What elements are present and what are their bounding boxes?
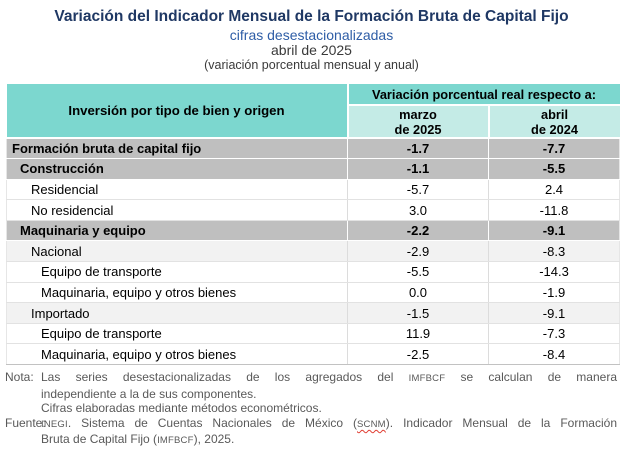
source-segment: . Sistema de Cuentas Nacionales de Méxic… <box>67 415 358 430</box>
month-line2: de 2025 <box>394 121 442 137</box>
row-label: Nacional <box>6 240 348 263</box>
source-line: Bruta de Capital Fijo (IMFBCF), 2025. <box>41 432 617 449</box>
acronym: INEGI <box>41 418 68 430</box>
table-body: Formación bruta de capital fijo -1.7 -7.7 C… <box>6 138 621 366</box>
table-row: Maquinaria y equipo -2.2 -9.1 <box>6 220 621 242</box>
row-label: Maquinaria, equipo y otros bienes <box>6 282 348 304</box>
data-table: Inversión por tipo de bien y origen Vari… <box>6 84 621 366</box>
table-row: Maquinaria, equipo y otros bienes 0.0 -1.9 <box>6 282 621 304</box>
note-line: independiente a la de sus componentes. <box>41 387 617 402</box>
value-abril: -9.1 <box>487 302 621 324</box>
value-abril: -7.7 <box>487 138 621 160</box>
row-label: No residencial <box>6 199 348 221</box>
acronym: SCNM <box>357 418 386 430</box>
note-segment: Las series desestacionalizadas de los ag… <box>41 370 409 385</box>
table-row: Residencial -5.7 2.4 <box>6 179 621 201</box>
page-title: Variación del Indicador Mensual de la Fo… <box>54 8 569 25</box>
table-row: Equipo de transporte 11.9 -7.3 <box>6 323 621 345</box>
note-segment: independiente a la de sus componentes. <box>41 386 257 401</box>
row-label: Equipo de transporte <box>6 323 348 345</box>
source-text: INEGI. Sistema de Cuentas Nacionales de … <box>41 416 617 449</box>
unit-note: (variación porcentual mensual y anual) <box>204 58 419 72</box>
row-label: Construcción <box>6 158 348 180</box>
table-row: No residencial 3.0 -11.8 <box>6 199 621 221</box>
value-abril: -8.4 <box>487 343 621 366</box>
table-row: Nacional -2.9 -8.3 <box>6 240 621 263</box>
value-marzo: -1.5 <box>347 302 489 324</box>
table-row: Formación bruta de capital fijo -1.7 -7.7 <box>6 138 621 160</box>
report-page: Variación del Indicador Mensual de la Fo… <box>0 7 623 449</box>
note-segment: Cifras elaboradas mediante métodos econo… <box>41 401 322 416</box>
source-segment: ), 2025. <box>193 432 235 447</box>
table-header: Inversión por tipo de bien y origen Vari… <box>6 84 620 139</box>
row-label: Maquinaria, equipo y otros bienes <box>6 343 348 366</box>
value-marzo: 3.0 <box>347 199 489 221</box>
source-block: Fuente: INEGI. Sistema de Cuentas Nacion… <box>0 416 623 449</box>
note-block: Nota: Las series desestacionalizadas de … <box>0 370 623 416</box>
month-line1: abril <box>540 106 569 122</box>
value-marzo: -1.1 <box>347 158 489 180</box>
source-segment: Bruta de Capital Fijo ( <box>41 432 158 447</box>
value-abril: -14.3 <box>487 261 621 283</box>
value-abril: -5.5 <box>487 158 621 180</box>
value-marzo: 0.0 <box>347 282 489 304</box>
value-marzo: -5.7 <box>347 179 489 201</box>
table-row: Importado -1.5 -9.1 <box>6 302 621 324</box>
source-label: Fuente: <box>5 415 46 430</box>
value-marzo: -5.5 <box>347 261 489 283</box>
acronym: IMFBCF <box>408 373 446 385</box>
value-marzo: -1.7 <box>347 138 489 160</box>
note-line: Las series desestacionalizadas de los ag… <box>41 370 617 387</box>
value-abril: -11.8 <box>487 199 621 221</box>
value-marzo: 11.9 <box>347 323 489 345</box>
column-header-abril-2024: abril de 2024 <box>487 105 620 139</box>
note-text: Las series desestacionalizadas de los ag… <box>41 370 617 416</box>
value-marzo: -2.2 <box>347 220 489 242</box>
column-header-marzo-2025: marzo de 2025 <box>346 105 489 139</box>
month-line2: de 2024 <box>531 121 578 137</box>
value-abril: 2.4 <box>487 179 621 201</box>
row-label: Importado <box>6 302 348 324</box>
source-segment: ). Indicador Mensual de la Formación <box>385 415 617 430</box>
row-label: Equipo de transporte <box>6 261 348 283</box>
row-label: Maquinaria y equipo <box>6 220 348 242</box>
report-period: abril de 2025 <box>271 42 352 58</box>
page-subtitle: cifras desestacionalizadas <box>229 27 394 43</box>
month-line1: marzo <box>399 106 437 122</box>
table-row: Equipo de transporte -5.5 -14.3 <box>6 261 621 283</box>
value-marzo: -2.5 <box>347 343 489 366</box>
note-segment: se calculan de manera <box>445 370 617 385</box>
value-marzo: -2.9 <box>347 240 489 263</box>
footnotes: Nota: Las series desestacionalizadas de … <box>0 370 623 449</box>
table-row: Construcción -1.1 -5.5 <box>6 158 621 180</box>
value-abril: -9.1 <box>487 220 621 242</box>
value-abril: -1.9 <box>487 282 621 304</box>
value-abril: -8.3 <box>487 240 621 263</box>
table-row: Maquinaria, equipo y otros bienes -2.5 -8.… <box>6 343 621 366</box>
row-label: Residencial <box>6 179 348 201</box>
title-block: Variación del Indicador Mensual de la Fo… <box>0 7 623 72</box>
note-line: Cifras elaboradas mediante métodos econo… <box>41 401 617 416</box>
column-header-span: Variación porcentual real respecto a: <box>346 84 620 106</box>
note-label: Nota: <box>5 370 34 385</box>
acronym: IMFBCF <box>157 435 194 447</box>
value-abril: -7.3 <box>487 323 621 345</box>
column-header-category: Inversión por tipo de bien y origen <box>6 84 348 139</box>
source-line: INEGI. Sistema de Cuentas Nacionales de … <box>41 416 617 433</box>
row-label: Formación bruta de capital fijo <box>6 138 348 160</box>
